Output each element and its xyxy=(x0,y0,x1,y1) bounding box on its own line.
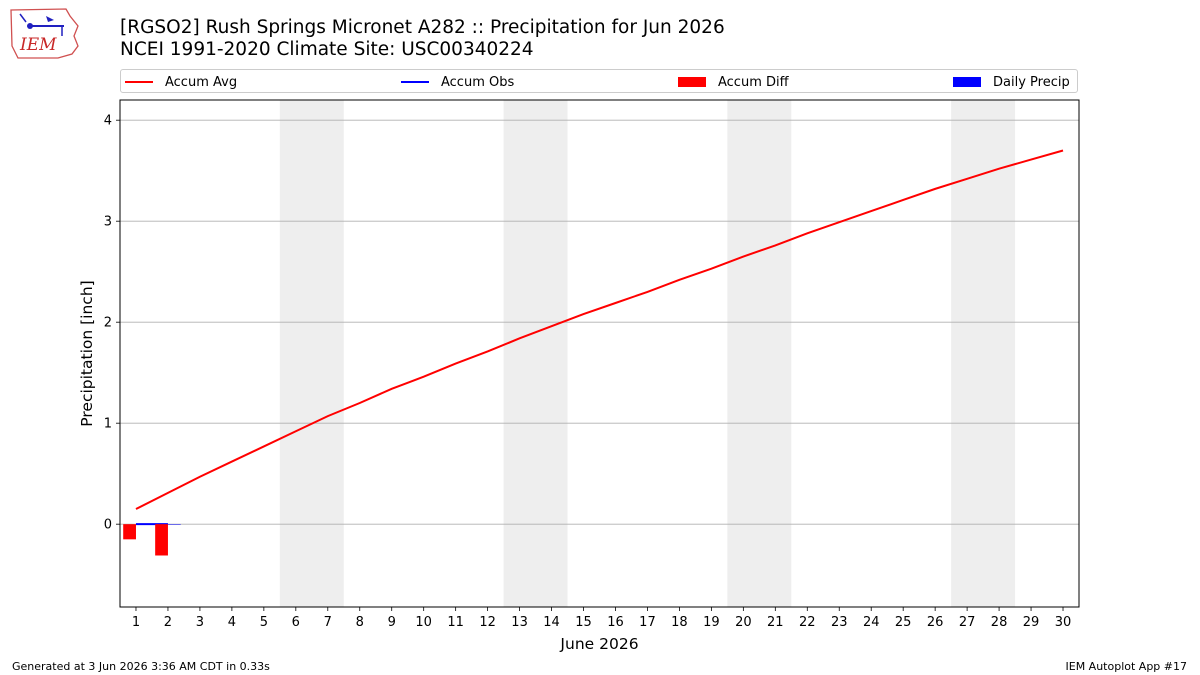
weekend-band-1 xyxy=(279,100,344,607)
xtick-label-8: 8 xyxy=(356,615,364,630)
legend-label-accum-obs: Accum Obs xyxy=(441,74,515,90)
xtick-label-6: 6 xyxy=(292,615,300,630)
xtick-label-16: 16 xyxy=(607,615,624,630)
title-line-2: NCEI 1991-2020 Climate Site: USC00340224 xyxy=(120,39,534,60)
ytick-label-2: 2 xyxy=(104,316,112,331)
legend-item-daily-precip: Daily Precip xyxy=(953,73,1070,91)
bar-daily-precip-1 xyxy=(135,524,149,525)
weekend-band-3 xyxy=(727,100,792,607)
xtick-label-17: 17 xyxy=(639,615,656,630)
xtick-label-24: 24 xyxy=(863,615,880,630)
bar-accum-diff-1 xyxy=(123,524,136,540)
plot-frame xyxy=(119,99,1080,608)
xtick-label-4: 4 xyxy=(228,615,236,630)
legend-swatch-accum-diff xyxy=(678,77,706,87)
xtick-label-5: 5 xyxy=(260,615,268,630)
legend-item-accum-obs: Accum Obs xyxy=(401,73,514,91)
xtick-label-22: 22 xyxy=(799,615,816,630)
xtick-label-1: 1 xyxy=(132,615,140,630)
legend-label-accum-diff: Accum Diff xyxy=(718,74,789,90)
xtick-label-12: 12 xyxy=(479,615,496,630)
y-axis-label: Precipitation [inch] xyxy=(78,280,96,426)
xtick-label-19: 19 xyxy=(703,615,720,630)
weekend-band-2 xyxy=(503,100,568,607)
legend-swatch-accum-obs xyxy=(401,81,429,83)
xtick-label-2: 2 xyxy=(164,615,172,630)
xtick-label-23: 23 xyxy=(831,615,848,630)
xtick-label-18: 18 xyxy=(671,615,688,630)
xtick-label-20: 20 xyxy=(735,615,752,630)
legend-item-accum-avg: Accum Avg xyxy=(125,73,237,91)
xtick-label-26: 26 xyxy=(927,615,944,630)
xtick-label-11: 11 xyxy=(447,615,464,630)
weekend-band-4 xyxy=(951,100,1016,607)
xtick-label-21: 21 xyxy=(767,615,784,630)
xtick-label-29: 29 xyxy=(1023,615,1040,630)
xtick-label-7: 7 xyxy=(324,615,332,630)
ytick-label-4: 4 xyxy=(104,114,112,129)
legend: Accum Avg Accum Obs Accum Diff Daily Pre… xyxy=(120,69,1078,93)
logo-text: IEM xyxy=(19,35,57,55)
xtick-label-27: 27 xyxy=(959,615,976,630)
xtick-label-30: 30 xyxy=(1055,615,1072,630)
legend-label-daily-precip: Daily Precip xyxy=(993,74,1070,90)
footer-app: IEM Autoplot App #17 xyxy=(1065,660,1188,673)
bar-daily-precip-2 xyxy=(167,524,181,525)
title-line-1: [RGSO2] Rush Springs Micronet A282 :: Pr… xyxy=(120,17,725,38)
xtick-label-13: 13 xyxy=(511,615,528,630)
ytick-label-0: 0 xyxy=(104,518,112,533)
xtick-label-25: 25 xyxy=(895,615,912,630)
xtick-label-10: 10 xyxy=(415,615,432,630)
xtick-label-28: 28 xyxy=(991,615,1008,630)
chart-title: [RGSO2] Rush Springs Micronet A282 :: Pr… xyxy=(120,17,725,61)
legend-item-accum-diff: Accum Diff xyxy=(678,73,789,91)
xtick-label-3: 3 xyxy=(196,615,204,630)
legend-swatch-daily-precip xyxy=(953,77,981,87)
iem-logo: IEM xyxy=(10,8,79,59)
x-axis-label: June 2026 xyxy=(559,635,638,653)
line-accum-avg xyxy=(135,149,1064,510)
xtick-label-14: 14 xyxy=(543,615,560,630)
bar-accum-diff-2 xyxy=(155,524,168,556)
ytick-label-1: 1 xyxy=(104,417,112,432)
legend-label-accum-avg: Accum Avg xyxy=(165,74,238,90)
xtick-label-9: 9 xyxy=(388,615,396,630)
footer-generated: Generated at 3 Jun 2026 3:36 AM CDT in 0… xyxy=(12,660,270,673)
xtick-label-15: 15 xyxy=(575,615,592,630)
legend-swatch-accum-avg xyxy=(125,81,153,83)
ytick-label-3: 3 xyxy=(104,215,112,230)
